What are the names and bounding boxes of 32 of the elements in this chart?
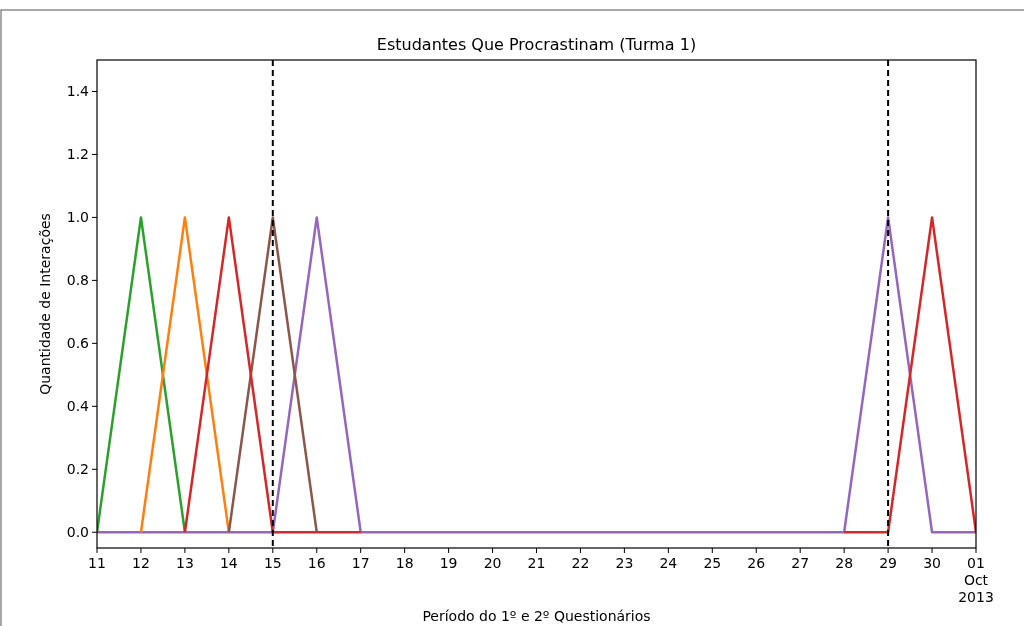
x-tick-label: 14 <box>219 555 238 571</box>
x-tick-label: 28 <box>835 555 854 571</box>
x-tick-label: 27 <box>791 555 810 571</box>
x-tick-label: 25 <box>703 555 722 571</box>
x-tick-label: 19 <box>439 555 458 571</box>
x-tick-label: 26 <box>747 555 766 571</box>
x-axis-title: Período do 1º e 2º Questionários <box>422 608 651 624</box>
x-tick-label: 11 <box>88 555 106 571</box>
y-tick-label: 0.4 <box>66 398 90 415</box>
x-tick-label: 13 <box>175 555 194 571</box>
y-tick-label: 1.2 <box>66 146 89 163</box>
x-tick-label: 20 <box>483 555 502 571</box>
y-tick-label: 1.0 <box>66 209 89 226</box>
y-tick-label: 0.6 <box>66 335 90 352</box>
x-tick-label: 29 <box>879 555 898 571</box>
y-tick-label: 0.8 <box>66 272 89 289</box>
x-tick-label: 24 <box>659 555 678 571</box>
y-axis-title: Quantidade de Interações <box>37 213 53 395</box>
y-tick-label: 1.4 <box>66 83 90 100</box>
y-tick-label: 0.2 <box>66 461 89 478</box>
x-tick-label: 21 <box>527 555 546 571</box>
y-tick-label: 0.0 <box>66 524 89 541</box>
x-tick-label: 18 <box>395 555 414 571</box>
x-tick-label: 23 <box>615 555 634 571</box>
x-tick-label: 01 Oct 2013 <box>958 555 994 605</box>
x-tick-label: 17 <box>351 555 370 571</box>
x-tick-label: 30 <box>923 555 941 571</box>
x-tick-label: 22 <box>571 555 590 571</box>
x-tick-label: 16 <box>307 555 326 571</box>
x-tick-label: 12 <box>132 555 150 571</box>
x-tick-label: 15 <box>263 555 282 571</box>
chart-title: Estudantes Que Procrastinam (Turma 1) <box>376 35 697 54</box>
